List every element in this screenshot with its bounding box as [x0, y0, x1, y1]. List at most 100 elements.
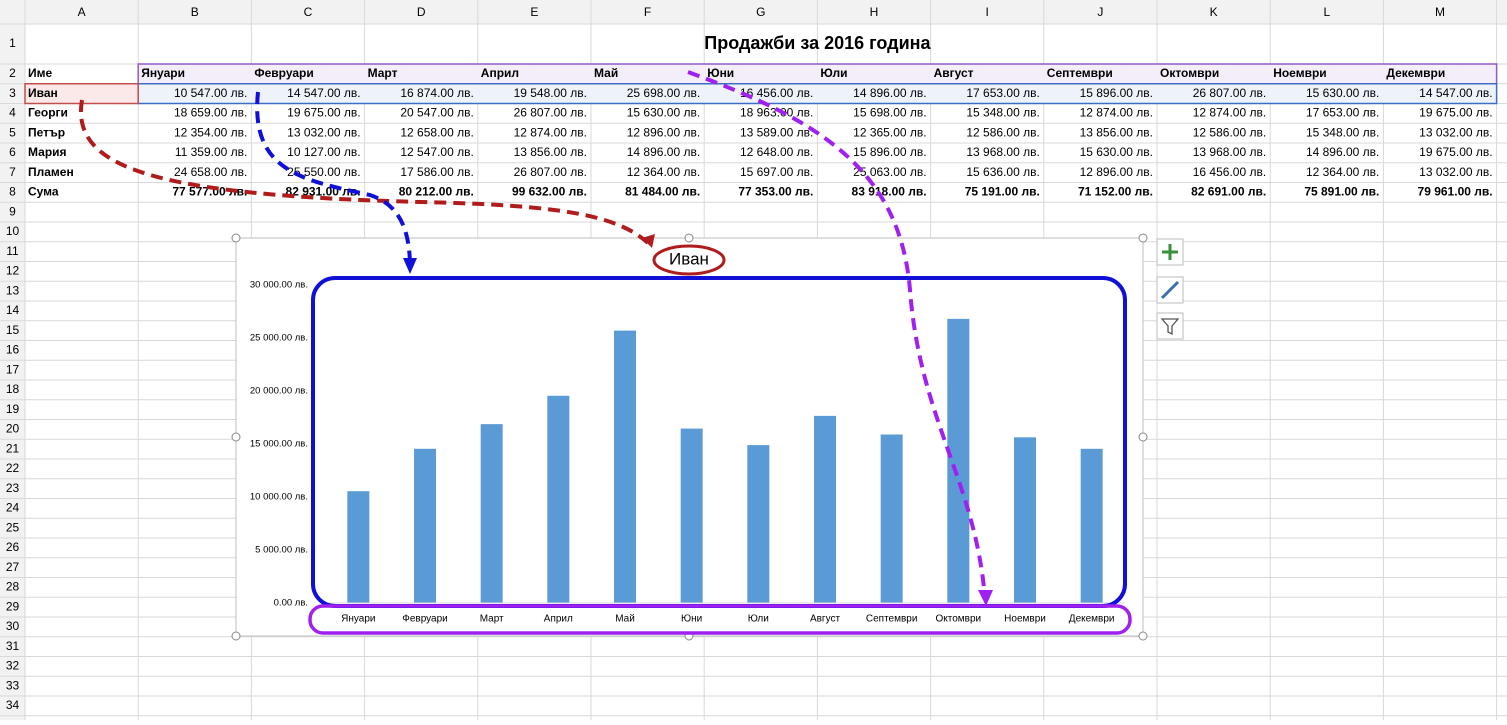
red-arrow [78, 99, 652, 247]
amount-cell: 19 675.00 лв. [1419, 145, 1492, 159]
column-header: G [756, 5, 765, 19]
amount-cell: 99 632.00 лв. [512, 185, 587, 199]
amount-cell: 15 348.00 лв. [966, 106, 1039, 120]
table-header: Февруари [254, 66, 313, 80]
amount-cell: 13 589.00 лв. [740, 125, 813, 139]
x-tick-label: Август [810, 614, 841, 625]
resize-handle [684, 233, 694, 243]
amount-cell: 12 658.00 лв. [400, 125, 473, 139]
column-header: H [870, 5, 879, 19]
axis-highlight [308, 604, 1132, 635]
table-header: Юли [820, 66, 847, 80]
row-header: 14 [6, 303, 20, 317]
row-header: 16 [6, 343, 20, 357]
y-tick-label: 10 000.00 лв. [250, 492, 308, 503]
amount-cell: 15 348.00 лв. [1306, 125, 1379, 139]
bar [814, 415, 836, 603]
x-tick-label: Февруари [402, 614, 448, 625]
amount-cell: 19 675.00 лв. [287, 106, 360, 120]
amount-cell: 12 896.00 лв. [1080, 165, 1153, 179]
amount-cell: 12 354.00 лв. [174, 125, 247, 139]
amount-cell: 17 653.00 лв. [1306, 106, 1379, 120]
filter-button[interactable] [1156, 312, 1184, 340]
amount-cell: 12 586.00 лв. [966, 125, 1039, 139]
row-header: 18 [6, 382, 20, 396]
amount-cell: 15 896.00 лв. [853, 145, 926, 159]
row-header: 27 [6, 560, 20, 574]
amount-cell: 12 896.00 лв. [627, 125, 700, 139]
y-tick-label: 5 000.00 лв. [255, 545, 308, 556]
amount-cell: 19 675.00 лв. [1419, 106, 1492, 120]
row-header: 29 [6, 599, 20, 613]
amount-cell: 12 586.00 лв. [1193, 125, 1266, 139]
row-header: 34 [6, 698, 20, 712]
amount-cell: 82 691.00 лв. [1191, 185, 1266, 199]
table-header: Март [368, 66, 398, 80]
amount-cell: 14 896.00 лв. [853, 86, 926, 100]
amount-cell: 18 659.00 лв. [174, 106, 247, 120]
amount-cell: 12 547.00 лв. [400, 145, 473, 159]
row-header: 26 [6, 540, 20, 554]
column-header: C [304, 5, 313, 19]
amount-cell: 26 807.00 лв. [514, 165, 587, 179]
column-header: E [530, 5, 538, 19]
amount-cell: 15 698.00 лв. [853, 106, 926, 120]
row-header: 24 [6, 501, 20, 515]
row-header: 5 [9, 125, 16, 139]
amount-cell: 14 896.00 лв. [1306, 145, 1379, 159]
column-header: F [644, 5, 651, 19]
bar [880, 434, 903, 603]
plus-icon [1162, 244, 1178, 260]
bar [1080, 448, 1103, 603]
name-cell: Петър [28, 125, 65, 139]
name-cell: Иван [28, 86, 58, 100]
row-header: 33 [6, 678, 20, 692]
amount-cell: 75 191.00 лв. [965, 185, 1040, 199]
amount-cell: 14 547.00 лв. [287, 86, 360, 100]
amount-cell: 10 127.00 лв. [287, 145, 360, 159]
amount-cell: 13 968.00 лв. [966, 145, 1039, 159]
table-header: Октомври [1160, 66, 1219, 80]
amount-cell: 24 658.00 лв. [174, 165, 247, 179]
purple-arrow [687, 70, 987, 599]
row-header: 9 [9, 204, 16, 218]
y-tick-label: 15 000.00 лв. [250, 439, 308, 450]
amount-cell: 71 152.00 лв. [1078, 185, 1153, 199]
amount-cell: 15 630.00 лв. [627, 106, 700, 120]
amount-cell: 12 874.00 лв. [1080, 106, 1153, 120]
amount-cell: 15 636.00 лв. [966, 165, 1039, 179]
amount-cell: 79 961.00 лв. [1418, 185, 1493, 199]
row-header: 12 [6, 264, 20, 278]
row-header: 13 [6, 283, 20, 297]
amount-cell: 75 891.00 лв. [1304, 185, 1379, 199]
amount-cell: 25 063.00 лв. [853, 165, 926, 179]
row-header: 2 [9, 66, 16, 80]
amount-cell: 15 896.00 лв. [1080, 86, 1153, 100]
bar [747, 445, 770, 603]
x-tick-label: Януари [341, 614, 375, 625]
column-header: I [986, 5, 989, 19]
row-header: 21 [6, 441, 20, 455]
bar [680, 428, 703, 603]
row-header: 10 [6, 224, 20, 238]
filter-icon [1160, 318, 1180, 336]
column-header: K [1210, 5, 1218, 19]
table-header: Ноември [1273, 66, 1326, 80]
amount-cell: 19 548.00 лв. [514, 86, 587, 100]
title-highlight [652, 244, 726, 276]
bar [480, 424, 503, 603]
bar [347, 491, 370, 603]
row-header: 30 [6, 619, 20, 633]
resize-handle [1138, 432, 1148, 442]
amount-cell: 12 364.00 лв. [1306, 165, 1379, 179]
name-cell: Мария [28, 145, 67, 159]
cells: Продажби за 2016 година Име Януари Февруари… [24, 33, 1498, 199]
table-header: Май [594, 66, 618, 80]
table-header: Юни [707, 66, 734, 80]
amount-cell: 25 698.00 лв. [627, 86, 700, 100]
column-header: A [78, 5, 86, 19]
amount-cell: 11 359.00 лв. [175, 145, 248, 159]
name-cell: Георги [28, 106, 68, 120]
blue-arrow [255, 91, 412, 269]
